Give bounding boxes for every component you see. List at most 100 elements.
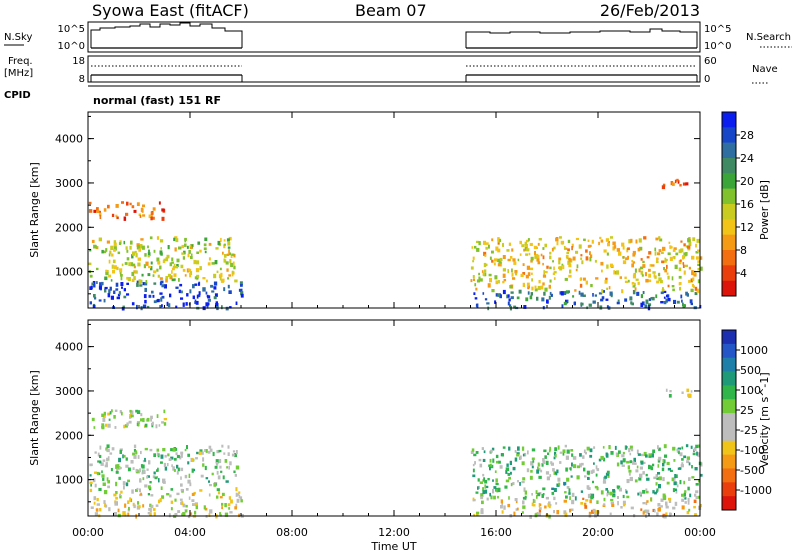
velocity-echo-cell xyxy=(519,455,522,460)
velocity-echo-cell xyxy=(552,468,555,472)
velocity-echo-cell xyxy=(240,499,243,503)
power-echo-cell xyxy=(672,249,676,252)
power-echo-cell xyxy=(529,242,533,246)
velocity-echo-cell xyxy=(616,485,619,489)
power-echo-cell xyxy=(220,237,222,242)
time-axis: 00:00 04:00 08:00 12:00 16:00 20:00 00:00 xyxy=(72,112,716,539)
power-echo-cell xyxy=(621,242,625,247)
power-echo-cell xyxy=(525,253,529,256)
velocity-echo-cell xyxy=(196,451,199,455)
power-echo-cell xyxy=(633,272,636,276)
velocity-y-axis-label: Slant Range [km] xyxy=(28,370,41,466)
power-echo-cell xyxy=(234,279,238,283)
velocity-echo-cell xyxy=(132,452,136,456)
velocity-echo-cell xyxy=(571,462,573,467)
velocity-echo-cell xyxy=(181,513,185,516)
power-echo-cell xyxy=(142,214,146,217)
power-echo-cell xyxy=(229,306,232,309)
power-echo-cell xyxy=(133,209,137,213)
power-echo-cell xyxy=(506,249,510,252)
power-echo-cell xyxy=(163,258,166,261)
power-echo-cell xyxy=(207,298,211,302)
power-echo-cell xyxy=(206,294,209,298)
velocity-echo-cell xyxy=(639,473,643,478)
velocity-echo-cell xyxy=(553,488,557,492)
velocity-echo-cell xyxy=(563,510,567,515)
velocity-colorbar-segment xyxy=(722,343,736,358)
power-echo-cell xyxy=(531,278,533,282)
velocity-echo-cell xyxy=(605,453,609,458)
power-colorbar-segment xyxy=(722,112,736,128)
x-tick-label: 08:00 xyxy=(276,526,308,539)
velocity-echo-cell xyxy=(608,445,611,450)
power-echo-cell xyxy=(534,251,536,255)
velocity-echo-cell xyxy=(642,471,645,475)
velocity-echo-cell xyxy=(563,482,566,486)
power-echo-cell xyxy=(684,304,686,308)
velocity-echo-cell xyxy=(574,496,577,501)
velocity-echo-cell xyxy=(566,449,570,454)
velocity-echo-cell xyxy=(492,489,495,494)
velocity-echo-cell xyxy=(618,487,622,492)
x-tick-label: 12:00 xyxy=(378,526,410,539)
velocity-echo-cell xyxy=(146,468,149,471)
power-echo-cell xyxy=(161,304,163,307)
velocity-echo-cell xyxy=(150,494,154,497)
power-echo-cell xyxy=(130,240,133,245)
power-echo-cell xyxy=(600,261,604,266)
velocity-echo-cell xyxy=(554,454,557,458)
velocity-echo-cell xyxy=(476,511,480,515)
power-echo-cell xyxy=(204,237,208,241)
power-echo-cell xyxy=(511,248,514,252)
velocity-echo-cell xyxy=(209,509,213,514)
power-echo-cell xyxy=(159,292,163,295)
power-echo-cell xyxy=(152,216,155,220)
power-echo-cell xyxy=(541,297,545,302)
velocity-echo-cell xyxy=(115,496,118,500)
velocity-echo-cell xyxy=(93,501,96,505)
power-echo-cell xyxy=(690,288,694,293)
power-echo-cell xyxy=(194,283,198,286)
velocity-echo-cell xyxy=(99,454,102,458)
velocity-echo-cell xyxy=(164,454,167,458)
velocity-echo-cell xyxy=(645,488,648,491)
power-echo-cell xyxy=(93,294,96,298)
power-echo-cell xyxy=(108,253,111,257)
velocity-echo-cell xyxy=(216,488,220,492)
power-echo-cell xyxy=(113,248,116,252)
velocity-echo-cell xyxy=(568,488,571,493)
power-echo-cell xyxy=(572,295,575,298)
velocity-echo-cell xyxy=(222,475,225,480)
power-echo-cell xyxy=(666,264,668,269)
power-echo-cell xyxy=(138,279,142,285)
power-echo-cell xyxy=(560,291,564,296)
velocity-echo-cell xyxy=(596,486,599,491)
velocity-echo-cell xyxy=(137,422,140,427)
velocity-echo-cell xyxy=(645,454,648,458)
velocity-echo-cell xyxy=(539,507,542,510)
power-echo-cell xyxy=(538,238,542,241)
power-echo-cell xyxy=(654,275,657,279)
velocity-echo-cell xyxy=(549,503,552,507)
power-echo-cell xyxy=(485,263,488,267)
power-echo-cell xyxy=(98,212,102,217)
power-echo-cell xyxy=(660,301,664,304)
power-echo-cell xyxy=(640,302,644,307)
power-echo-cell xyxy=(502,280,505,284)
power-echo-cell xyxy=(527,285,530,289)
power-echo-cell xyxy=(536,253,539,257)
velocity-echo-cell xyxy=(576,465,580,469)
velocity-echo-cell xyxy=(492,479,494,482)
power-echo-cell xyxy=(507,294,510,298)
cpid-text: normal (fast) 151 RF xyxy=(93,94,221,107)
power-echo-cell xyxy=(617,299,620,302)
power-echo-cell xyxy=(184,274,187,277)
power-echo-cell xyxy=(534,288,538,292)
power-echo-cell xyxy=(651,264,655,267)
power-echo-cell xyxy=(664,269,668,273)
power-echo-cell xyxy=(551,247,554,252)
power-echo-cell xyxy=(160,247,162,250)
power-echo-cell xyxy=(104,288,107,293)
power-echo-cell xyxy=(153,249,156,253)
